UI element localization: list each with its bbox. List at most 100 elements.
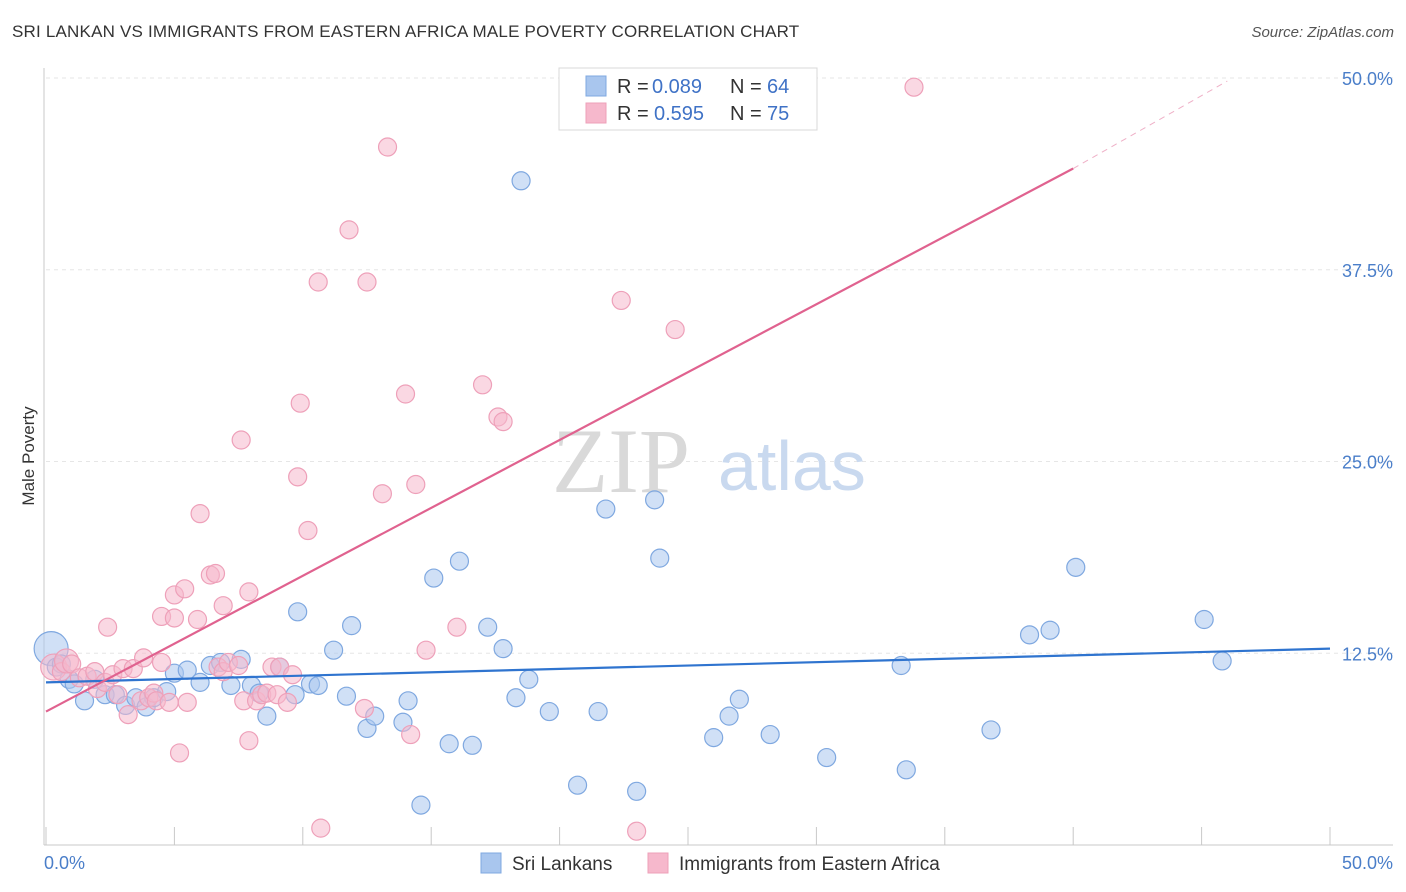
- point-eastern-africa-64: [472, 375, 493, 395]
- point-sri-lankans-62: [1040, 620, 1060, 640]
- point-eastern-africa-69: [665, 319, 685, 340]
- point-sri-lankans-39: [449, 551, 470, 571]
- watermark-atlas: atlas: [718, 427, 866, 505]
- point-eastern-africa-67: [611, 290, 631, 311]
- legend-r-label-1: R =: [617, 76, 649, 98]
- correlation-legend: R = 0.089 N = 64 R = 0.595 N = 75: [558, 67, 818, 131]
- point-sri-lankans-59: [896, 760, 916, 780]
- point-eastern-africa-57: [372, 484, 393, 504]
- point-sri-lankans-53: [704, 728, 724, 748]
- legend-n-label-1: N =: [730, 76, 762, 98]
- point-eastern-africa-22: [159, 692, 179, 712]
- trend-lines: [45, 80, 1331, 713]
- bottom-legend-swatch-sri-lankans: [480, 852, 502, 874]
- bottom-legend-label-eastern-africa: Immigrants from Eastern Africa: [679, 854, 940, 875]
- point-eastern-africa-37: [231, 430, 251, 450]
- point-sri-lankans-56: [760, 724, 780, 745]
- point-eastern-africa-60: [401, 724, 421, 745]
- point-sri-lankans-46: [539, 701, 559, 722]
- point-eastern-africa-56: [357, 272, 377, 292]
- source-credit: Source: ZipAtlas.com: [1251, 24, 1394, 41]
- series-legend: Sri Lankans Immigrants from Eastern Afri…: [480, 852, 940, 875]
- y-tick-labels: 12.5% 25.0% 37.5% 50.0%: [1342, 69, 1393, 664]
- legend-n-value-2: 75: [767, 103, 789, 125]
- point-eastern-africa-58: [377, 137, 398, 157]
- gridlines: [46, 77, 1393, 654]
- point-eastern-africa-68: [627, 821, 647, 841]
- x-tick-label-min: 0.0%: [44, 853, 85, 873]
- point-sri-lankans-41: [478, 617, 498, 637]
- point-eastern-africa-55: [354, 698, 375, 719]
- point-sri-lankans-57: [817, 747, 837, 768]
- point-sri-lankans-23: [257, 706, 277, 726]
- y-tick-label-1: 25.0%: [1342, 453, 1393, 473]
- point-sri-lankans-55: [729, 689, 749, 709]
- trend-line-extension-eastern-africa: [1072, 80, 1228, 169]
- point-sri-lankans-47: [567, 775, 588, 795]
- point-eastern-africa-47: [277, 692, 297, 712]
- point-eastern-africa-61: [406, 474, 426, 495]
- point-eastern-africa-52: [308, 272, 328, 292]
- point-eastern-africa-20: [151, 652, 172, 673]
- point-eastern-africa-25: [169, 743, 190, 763]
- legend-r-value-2: 0.595: [654, 103, 704, 125]
- point-sri-lankans-16: [190, 672, 210, 692]
- point-sri-lankans-65: [1212, 651, 1232, 671]
- point-eastern-africa-36: [229, 655, 249, 676]
- point-eastern-africa-51: [298, 520, 318, 541]
- legend-n-label-2: N =: [730, 103, 762, 125]
- point-sri-lankans-52: [650, 548, 670, 568]
- point-sri-lankans-30: [336, 686, 357, 706]
- point-eastern-africa-31: [205, 563, 226, 584]
- legend-swatch-eastern-africa: [585, 102, 607, 124]
- point-sri-lankans-60: [981, 720, 1001, 740]
- point-sri-lankans-28: [308, 675, 328, 696]
- point-sri-lankans-64: [1194, 609, 1214, 630]
- point-sri-lankans-36: [411, 795, 431, 815]
- point-sri-lankans-35: [398, 691, 418, 711]
- point-eastern-africa-13: [118, 705, 138, 725]
- point-sri-lankans-37: [424, 568, 444, 588]
- point-sri-lankans-38: [439, 734, 459, 754]
- point-sri-lankans-51: [645, 490, 665, 510]
- data-points: [33, 77, 1232, 841]
- point-eastern-africa-11: [108, 685, 128, 705]
- point-sri-lankans-54: [719, 706, 739, 726]
- point-sri-lankans-42: [493, 639, 513, 659]
- point-sri-lankans-40: [462, 735, 482, 755]
- point-eastern-africa-66: [493, 412, 513, 432]
- point-eastern-africa-28: [187, 609, 208, 630]
- point-eastern-africa-9: [98, 617, 118, 637]
- watermark-zip: ZIP: [552, 410, 690, 512]
- point-eastern-africa-63: [447, 617, 467, 637]
- point-sri-lankans-44: [511, 171, 531, 191]
- point-eastern-africa-27: [177, 692, 197, 712]
- y-tick-label-2: 37.5%: [1342, 261, 1393, 281]
- point-sri-lankans-26: [288, 602, 308, 622]
- y-tick-label-0: 12.5%: [1342, 644, 1393, 664]
- bottom-legend-swatch-eastern-africa: [647, 852, 669, 874]
- y-tick-label-3: 50.0%: [1342, 69, 1393, 89]
- point-eastern-africa-62: [416, 640, 436, 660]
- point-sri-lankans-49: [596, 499, 616, 519]
- x-tick-label-max: 50.0%: [1342, 853, 1393, 873]
- legend-n-value-1: 64: [767, 76, 789, 98]
- point-eastern-africa-50: [290, 393, 310, 413]
- legend-r-value-1: 0.089: [652, 76, 702, 98]
- point-eastern-africa-70: [904, 77, 924, 97]
- point-sri-lankans-29: [324, 640, 344, 660]
- bottom-legend-label-sri-lankans: Sri Lankans: [512, 854, 612, 875]
- point-eastern-africa-26: [175, 579, 195, 599]
- point-sri-lankans-45: [519, 669, 539, 689]
- point-eastern-africa-24: [164, 608, 184, 628]
- point-eastern-africa-39: [239, 582, 259, 602]
- point-sri-lankans-61: [1019, 625, 1040, 645]
- axes: [43, 68, 1393, 846]
- point-eastern-africa-34: [213, 596, 233, 616]
- point-sri-lankans-31: [341, 616, 362, 636]
- point-eastern-africa-29: [190, 504, 210, 524]
- point-eastern-africa-40: [239, 731, 259, 751]
- trend-line-eastern-africa: [45, 167, 1074, 713]
- point-eastern-africa-54: [339, 220, 359, 240]
